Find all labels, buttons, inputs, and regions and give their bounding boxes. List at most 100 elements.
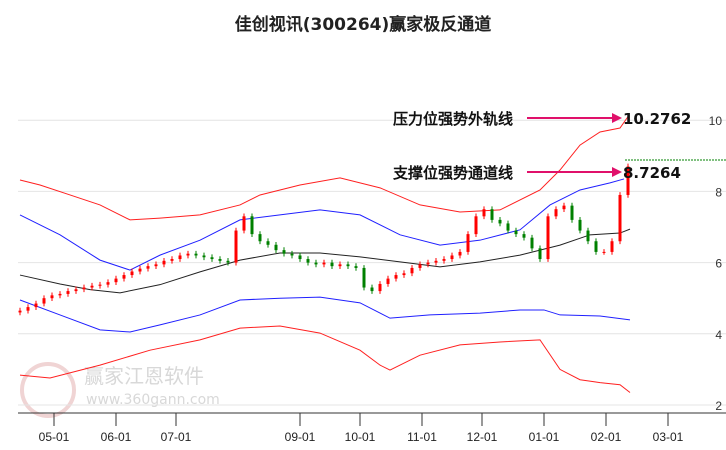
series-upper-outer	[19, 116, 629, 221]
candle-body	[418, 264, 422, 268]
y-tick-label: 6	[715, 257, 722, 271]
candle-body	[90, 285, 94, 288]
candle-body	[402, 273, 406, 276]
candle-body	[530, 237, 534, 249]
annotation-value: 10.2762	[623, 110, 691, 128]
candle-body	[66, 291, 70, 294]
y-tick-label: 8	[715, 185, 722, 199]
candle-body	[346, 264, 350, 267]
candle-body	[314, 262, 318, 265]
candle-body	[394, 275, 398, 279]
candle-body	[386, 278, 390, 284]
candle-body	[378, 283, 382, 292]
candle-body	[322, 262, 326, 265]
candle-body	[290, 253, 294, 256]
candle-body	[210, 257, 214, 260]
y-tick-label: 2	[715, 399, 722, 413]
candle-body	[282, 250, 286, 254]
candle-body	[226, 260, 230, 263]
candle-body	[26, 307, 30, 311]
watermark-name: 赢家江恩软件	[84, 364, 204, 388]
candle-body	[50, 295, 54, 299]
candle-body	[274, 244, 278, 251]
candle-body	[554, 209, 558, 217]
x-tick-label: 01-01	[529, 430, 560, 444]
candle-body	[170, 259, 174, 261]
candle-body	[586, 230, 590, 242]
candle-body	[106, 282, 110, 285]
candle-body	[186, 253, 190, 256]
candle-body	[514, 230, 518, 235]
candle-body	[562, 205, 566, 210]
candle-body	[306, 259, 310, 263]
candle-body	[178, 255, 182, 260]
arrow-head-icon	[612, 113, 622, 123]
candle-body	[18, 310, 22, 313]
candle-body	[138, 268, 142, 272]
candle-body	[202, 255, 206, 258]
candle-body	[82, 287, 86, 290]
arrow-head-icon	[612, 167, 622, 177]
candle-body	[34, 303, 38, 308]
annotation-label: 支撑位强势通道线	[392, 164, 513, 182]
chart-title: 佳创视讯(300264)赢家极反通道	[234, 15, 492, 35]
candle-body	[522, 234, 526, 238]
candle-body	[218, 259, 222, 261]
annotation-value: 8.7264	[623, 164, 681, 182]
candle-body	[578, 219, 582, 231]
candle-body	[602, 251, 606, 253]
candle-body	[450, 255, 454, 260]
candle-body	[354, 266, 358, 268]
candle-body	[42, 298, 46, 304]
candle-body	[538, 248, 542, 260]
candle-body	[154, 264, 158, 267]
candle-body	[234, 230, 238, 263]
candle-body	[114, 278, 118, 283]
series-middle	[19, 228, 631, 294]
candle-body	[298, 255, 302, 260]
candle-body	[482, 209, 486, 217]
candle-body	[194, 253, 198, 256]
x-tick-label: 09-01	[285, 430, 316, 444]
candle-body	[626, 166, 630, 195]
candle-body	[58, 293, 62, 296]
candle-body	[242, 216, 246, 231]
x-tick-label: 02-01	[591, 430, 622, 444]
candle-body	[618, 194, 622, 242]
candle-body	[250, 216, 254, 235]
candle-body	[130, 271, 134, 276]
x-tick-label: 05-01	[39, 430, 70, 444]
candle-body	[146, 266, 150, 269]
y-tick-label: 10	[709, 114, 723, 128]
candle-body	[594, 241, 598, 252]
y-tick-label: 4	[715, 328, 722, 342]
series-lower-outer	[19, 325, 631, 393]
candle-body	[338, 264, 342, 267]
candle-body	[410, 267, 414, 274]
candle-body	[442, 259, 446, 261]
candle-body	[74, 289, 78, 292]
candle-body	[330, 262, 334, 267]
candle-body	[490, 209, 494, 220]
x-tick-label: 10-01	[345, 430, 376, 444]
candle-body	[466, 234, 470, 252]
candle-body	[570, 205, 574, 220]
candle-body	[122, 275, 126, 279]
candle-body	[266, 241, 270, 245]
candle-body	[370, 287, 374, 292]
candle-body	[162, 260, 166, 265]
x-tick-label: 12-01	[467, 430, 498, 444]
series-upper-channel	[19, 178, 625, 271]
x-tick-label: 07-01	[161, 430, 192, 444]
watermark-url: www.360gann.com	[86, 392, 220, 408]
candle-body	[434, 260, 438, 263]
candle-body	[506, 223, 510, 231]
candle-body	[498, 219, 502, 224]
candle-body	[546, 216, 550, 260]
candle-body	[426, 262, 430, 265]
annotation-label: 压力位强势外轨线	[393, 110, 513, 128]
candle-body	[362, 267, 366, 288]
candle-body	[258, 234, 262, 242]
series-lower-channel	[19, 296, 631, 333]
